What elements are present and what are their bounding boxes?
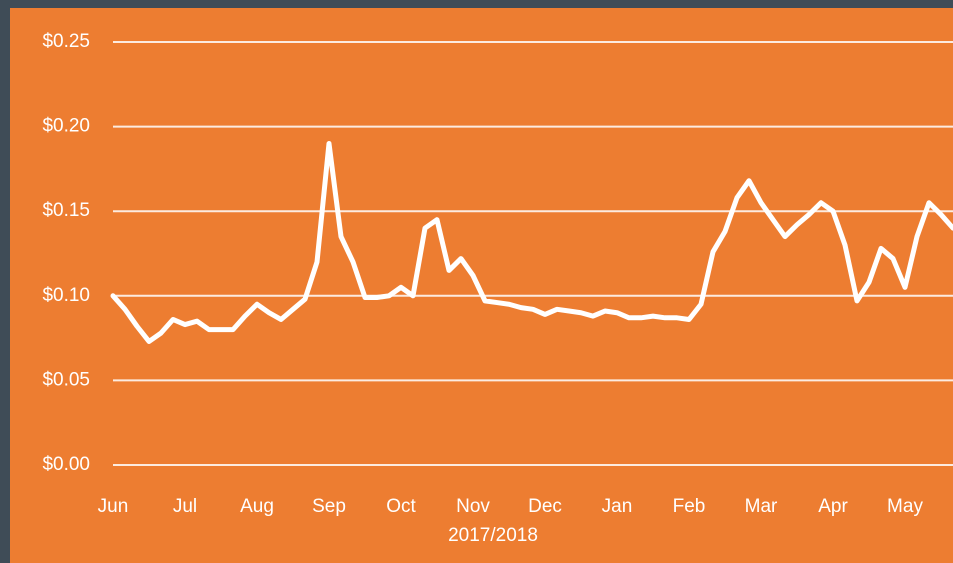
y-tick-label: $0.15 <box>42 200 90 221</box>
y-tick-label: $0.00 <box>42 454 90 475</box>
y-tick-label: $0.25 <box>42 31 90 52</box>
price-line <box>110 141 953 344</box>
x-tick-label: Oct <box>386 496 416 517</box>
y-tick-label: $0.05 <box>42 369 90 390</box>
x-tick-label: Dec <box>528 496 562 517</box>
x-tick-label: Feb <box>673 496 706 517</box>
x-tick-label: Jul <box>173 496 197 517</box>
x-tick-label: Nov <box>456 496 490 517</box>
chart-background <box>10 8 953 563</box>
x-tick-label: Mar <box>745 496 778 517</box>
x-axis-title: 2017/2018 <box>448 525 538 546</box>
x-tick-label: Sep <box>312 496 346 517</box>
x-tick-label: Jan <box>602 496 633 517</box>
x-tick-label: Apr <box>818 496 848 517</box>
x-tick-label: Aug <box>240 496 274 517</box>
x-tick-label: May <box>887 496 923 517</box>
y-tick-label: $0.10 <box>42 285 90 306</box>
y-tick-label: $0.20 <box>42 116 90 137</box>
x-tick-label: Jun <box>98 496 129 517</box>
